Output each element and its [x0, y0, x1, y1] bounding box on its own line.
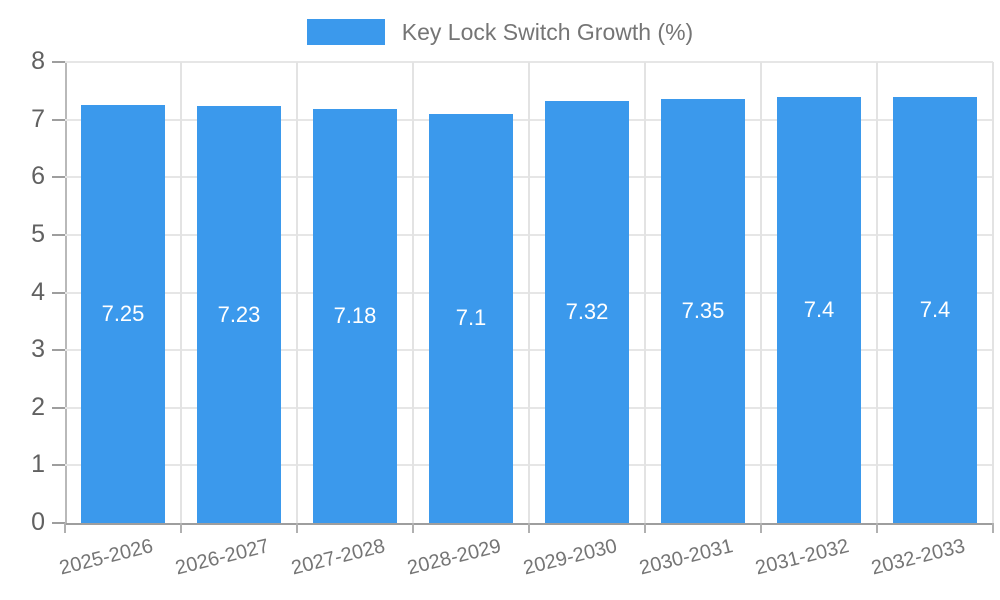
bar-value-label: 7.32 — [565, 299, 609, 325]
bar-value-label: 7.25 — [101, 301, 145, 327]
x-axis-label: 2026-2027 — [173, 535, 272, 580]
v-gridline — [876, 62, 878, 523]
x-axis-label: 2032-2033 — [869, 535, 968, 580]
legend-swatch — [306, 19, 385, 45]
y-axis-tick — [52, 291, 65, 294]
bar[interactable]: 7.4 — [893, 96, 977, 523]
y-axis-label: 2 — [31, 392, 45, 421]
x-axis-label: 2027-2028 — [289, 535, 388, 580]
bar-value-label: 7.35 — [681, 298, 725, 324]
x-axis-tick — [180, 523, 182, 533]
v-gridline — [180, 62, 182, 523]
v-gridline — [528, 62, 530, 523]
bar[interactable]: 7.18 — [313, 109, 397, 523]
plot-area: 7.25 7.23 7.18 7.1 7.32 7.35 7.4 7.4 — [52, 61, 994, 533]
x-axis-tick — [876, 523, 878, 533]
y-axis-tick — [52, 233, 65, 236]
v-gridline — [760, 62, 762, 523]
x-axis-label: 2025-2026 — [57, 535, 156, 580]
x-axis-label: 2031-2032 — [753, 535, 852, 580]
bar[interactable]: 7.23 — [197, 106, 281, 523]
y-axis-label: 5 — [31, 219, 45, 248]
y-axis-tick — [52, 118, 65, 121]
chart-legend[interactable]: Key Lock Switch Growth (%) — [0, 19, 1000, 45]
x-axis-tick — [296, 523, 298, 533]
bar-value-label: 7.18 — [333, 303, 377, 329]
legend-label: Key Lock Switch Growth (%) — [401, 19, 694, 45]
x-axis-tick — [64, 523, 66, 533]
x-axis-tick — [412, 523, 414, 533]
bar-value-label: 7.4 — [803, 296, 835, 322]
bar-value-label: 7.1 — [455, 305, 487, 331]
v-gridline — [992, 62, 994, 523]
x-axis-tick — [644, 523, 646, 533]
bar[interactable]: 7.4 — [777, 96, 861, 523]
x-axis-label: 2028-2029 — [405, 535, 504, 580]
v-gridline — [296, 62, 298, 523]
y-axis-tick — [52, 176, 65, 179]
y-axis-label: 3 — [31, 335, 45, 364]
y-axis-label: 8 — [31, 47, 45, 75]
y-axis-label: 6 — [31, 162, 45, 191]
y-axis-tick — [52, 464, 65, 467]
x-axis-tick — [528, 523, 530, 533]
y-axis-tick — [52, 406, 65, 409]
bar[interactable]: 7.25 — [81, 105, 165, 523]
bar[interactable]: 7.35 — [661, 99, 745, 523]
x-axis-tick — [760, 523, 762, 533]
y-axis-tick — [52, 61, 65, 63]
y-axis-label: 0 — [31, 508, 45, 536]
x-axis-tick — [992, 523, 994, 533]
bar[interactable]: 7.1 — [429, 113, 513, 523]
y-axis-label: 7 — [31, 104, 45, 133]
bar-value-label: 7.4 — [919, 296, 951, 322]
y-axis-tick — [52, 522, 65, 524]
v-gridline — [412, 62, 414, 523]
y-axis-label: 1 — [31, 450, 45, 479]
y-axis-label: 4 — [31, 277, 45, 306]
y-axis-tick — [52, 349, 65, 352]
x-axis-label: 2029-2030 — [521, 535, 620, 580]
v-gridline — [644, 62, 646, 523]
bar-value-label: 7.23 — [217, 301, 261, 327]
bar[interactable]: 7.32 — [545, 101, 629, 523]
x-axis-label: 2030-2031 — [637, 535, 736, 580]
